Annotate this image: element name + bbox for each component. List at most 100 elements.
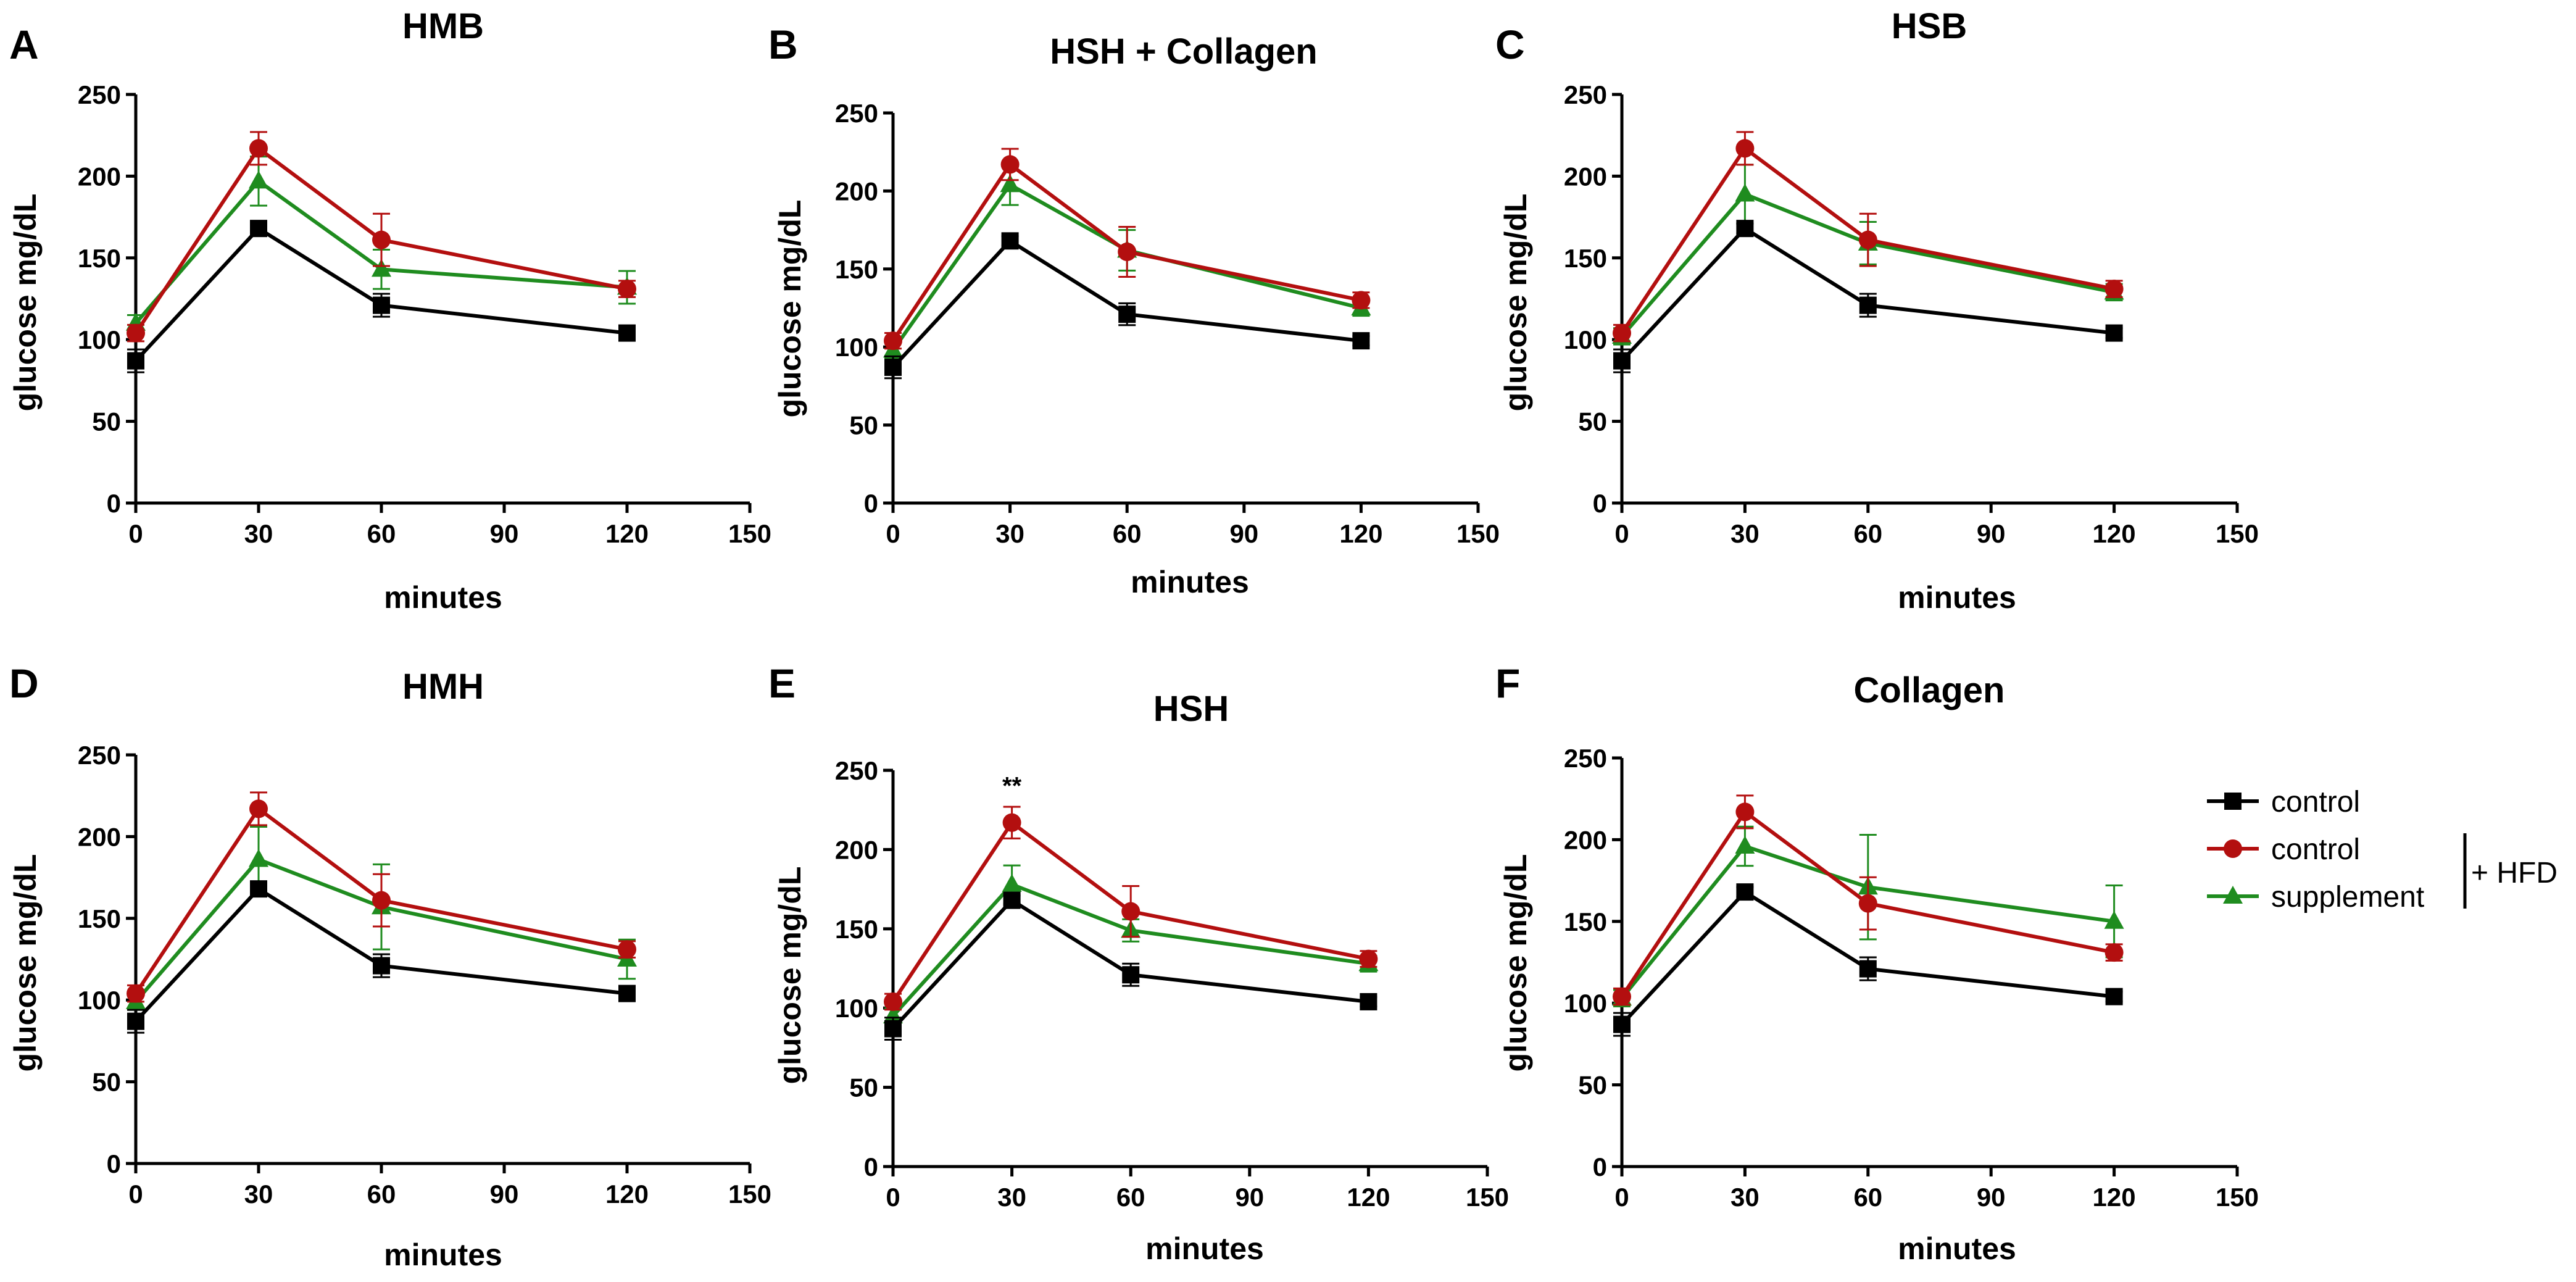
- series-line: [1620, 889, 2114, 1026]
- y-tick-label: 200: [835, 177, 878, 206]
- x-tick-label: 120: [1347, 1183, 1390, 1212]
- chart-title: HSH + Collagen: [1050, 31, 1317, 72]
- x-tick-label: 0: [1614, 1183, 1629, 1212]
- data-point: [127, 323, 145, 343]
- y-tick-label: 100: [1564, 325, 1607, 354]
- data-point: [249, 799, 268, 818]
- data-point: [127, 1012, 144, 1030]
- data-point: [1858, 230, 1877, 249]
- x-tick-label: 60: [1116, 1183, 1145, 1212]
- y-tick-label: 0: [864, 1152, 878, 1181]
- series-control-hfd: [1613, 131, 2124, 343]
- series-line: [891, 162, 1362, 342]
- data-point: [1859, 960, 1877, 978]
- x-tick-label: 30: [997, 1183, 1026, 1212]
- x-axis-label: minutes: [1898, 580, 2016, 615]
- data-point: [1736, 220, 1754, 238]
- x-tick-label: 90: [1229, 519, 1258, 548]
- y-tick-label: 50: [1578, 407, 1607, 436]
- y-axis-label: glucose mg/dL: [1498, 854, 1533, 1072]
- series-control: [1613, 220, 2123, 373]
- panels-group: A HMB 0 50 100 150 200 250 0 30 60 90 120 150 minutes g…: [8, 6, 2259, 1272]
- series-line: [891, 182, 1362, 351]
- series-control-hfd: [127, 131, 636, 343]
- series-line: [891, 820, 1369, 1003]
- data-point: [1002, 813, 1021, 832]
- data-point: [127, 352, 144, 370]
- x-tick-label: 120: [605, 1180, 649, 1209]
- data-point: [884, 992, 902, 1011]
- x-tick-label: 0: [886, 519, 900, 548]
- data-point: [2105, 324, 2123, 342]
- y-tick-label: 150: [78, 244, 121, 273]
- data-point: [249, 849, 268, 867]
- x-axis-label: minutes: [384, 580, 502, 615]
- x-tick-label: 90: [490, 1180, 519, 1209]
- series-line: [134, 146, 628, 335]
- series-line: [891, 882, 1369, 1018]
- legend-marker: [2224, 793, 2242, 810]
- y-tick-label: 150: [1564, 907, 1607, 936]
- y-tick-label: 100: [835, 333, 878, 362]
- x-tick-label: 30: [995, 519, 1024, 548]
- panel-letter: D: [9, 660, 39, 706]
- data-point: [249, 170, 268, 189]
- y-tick-label: 100: [78, 325, 121, 354]
- chart-panel-a: A HMB 0 50 100 150 200 250 0 30 60 90 120 150 minutes g…: [8, 6, 771, 615]
- chart-panel-c: C HSB 0 50 100 150 200 250 0 30 60 90 120 150 minutes g…: [1495, 6, 2259, 615]
- data-point: [618, 940, 636, 959]
- legend-bracket-label: + HFD: [2471, 857, 2557, 889]
- series-line: [1620, 146, 2115, 335]
- x-tick-label: 120: [1339, 519, 1382, 548]
- legend-label: control: [2271, 786, 2360, 818]
- series-line: [891, 238, 1361, 369]
- data-point: [1613, 323, 1631, 343]
- y-tick-label: 250: [835, 99, 878, 128]
- series-line: [1620, 844, 2115, 1000]
- series-control: [127, 880, 636, 1034]
- series-line: [1620, 226, 2114, 362]
- data-point: [1735, 802, 1755, 822]
- x-tick-label: 60: [367, 519, 396, 548]
- data-point: [884, 331, 902, 351]
- data-point: [883, 1005, 903, 1024]
- y-axis-label: glucose mg/dL: [8, 194, 43, 412]
- y-tick-label: 200: [78, 162, 121, 191]
- x-tick-label: 60: [367, 1180, 396, 1209]
- data-point: [2104, 280, 2124, 299]
- panel-letter: E: [768, 660, 796, 706]
- data-point: [2105, 988, 2123, 1005]
- series-control: [884, 891, 1377, 1041]
- chart-panel-b: B HSH + Collagen 0 50 100 150 200 250 0 30 60 90 120…: [768, 22, 1500, 599]
- data-point: [1859, 296, 1877, 314]
- series-control: [127, 220, 636, 373]
- y-tick-label: 250: [1564, 80, 1607, 109]
- data-point: [1360, 993, 1377, 1010]
- series-control-hfd: [1613, 794, 2124, 1006]
- data-point: [618, 984, 636, 1002]
- chart-title: HMH: [402, 667, 484, 707]
- y-tick-label: 50: [849, 1073, 878, 1102]
- y-tick-label: 50: [92, 1068, 121, 1097]
- x-tick-label: 30: [244, 519, 273, 548]
- series-line: [134, 886, 628, 1023]
- panel-letter: C: [1495, 22, 1525, 67]
- data-point: [1735, 835, 1755, 854]
- series-line: [891, 897, 1369, 1030]
- significance-annotation: **: [1002, 773, 1022, 800]
- data-point: [2104, 943, 2124, 962]
- chart-title: HMB: [402, 6, 484, 46]
- chart-title: Collagen: [1854, 670, 2005, 710]
- x-axis-label: minutes: [384, 1238, 502, 1272]
- y-tick-label: 50: [92, 407, 121, 436]
- x-tick-label: 0: [1614, 519, 1629, 548]
- y-tick-label: 50: [849, 411, 878, 440]
- y-tick-label: 200: [835, 835, 878, 864]
- x-tick-label: 120: [2093, 519, 2136, 548]
- x-tick-label: 60: [1853, 519, 1882, 548]
- y-tick-label: 150: [1564, 244, 1607, 273]
- series-control: [1613, 883, 2123, 1037]
- y-tick-label: 100: [78, 986, 121, 1015]
- data-point: [618, 280, 636, 299]
- y-tick-label: 150: [78, 904, 121, 933]
